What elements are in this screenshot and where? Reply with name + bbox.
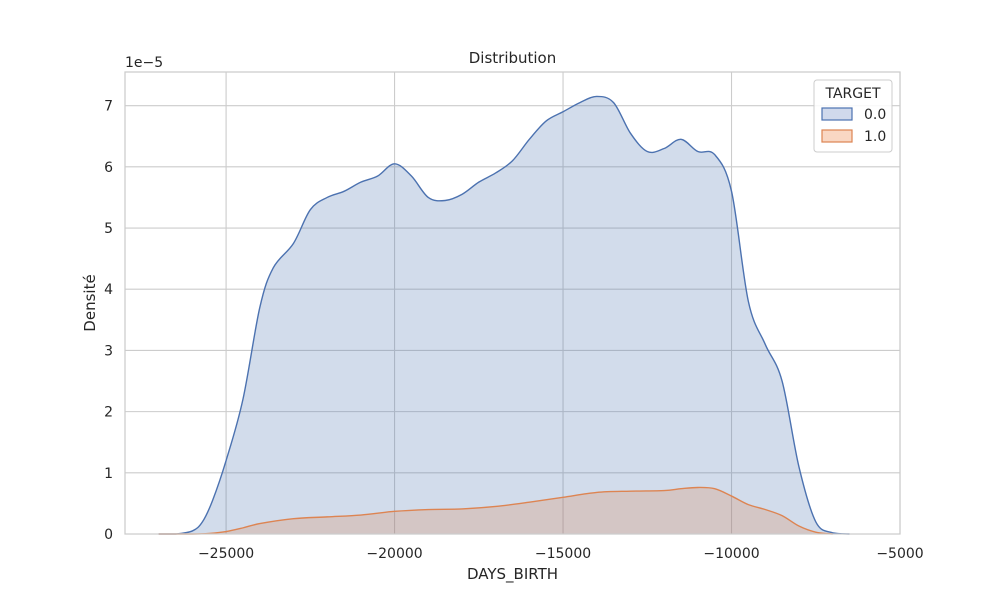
density-area-0-0 (158, 96, 850, 534)
x-tick-label: −10000 (703, 546, 759, 562)
y-tick-label: 5 (104, 221, 113, 237)
y-tick-label: 6 (104, 160, 113, 176)
y-axis-ticks: 0 1 2 3 4 5 6 7 (104, 99, 113, 543)
x-tick-label: −25000 (198, 546, 254, 562)
x-tick-label: −15000 (535, 546, 591, 562)
y-tick-label: 4 (104, 282, 113, 298)
legend-title: TARGET (824, 86, 880, 102)
density-areas (158, 95, 850, 535)
legend-swatch (821, 129, 853, 143)
chart-title: Distribution (469, 49, 557, 67)
x-axis-ticks: −25000 −20000 −15000 −10000 −5000 (198, 546, 924, 562)
plot-frame (124, 71, 901, 535)
y-axis-label: Densité (81, 274, 99, 331)
y-tick-label: 0 (104, 527, 113, 543)
density-line-0-0 (158, 95, 850, 535)
x-tick-label: −20000 (366, 546, 422, 562)
x-axis-label: DAYS_BIRTH (467, 565, 558, 584)
legend-entry-label: 0.0 (864, 107, 886, 123)
y-scale-label: 1e−5 (125, 55, 163, 71)
legend: TARGET 0.01.0 (813, 79, 893, 153)
density-line-1-0 (158, 486, 833, 535)
x-tick-label: −5000 (876, 546, 923, 562)
legend-swatch (821, 107, 853, 121)
y-tick-label: 1 (104, 466, 113, 482)
y-tick-label: 7 (104, 99, 113, 115)
y-tick-label: 3 (104, 343, 113, 359)
legend-items: 0.01.0 (821, 107, 886, 145)
density-area-1-0 (158, 487, 833, 534)
legend-entry-label: 1.0 (864, 129, 886, 145)
y-tick-label: 2 (104, 405, 113, 421)
